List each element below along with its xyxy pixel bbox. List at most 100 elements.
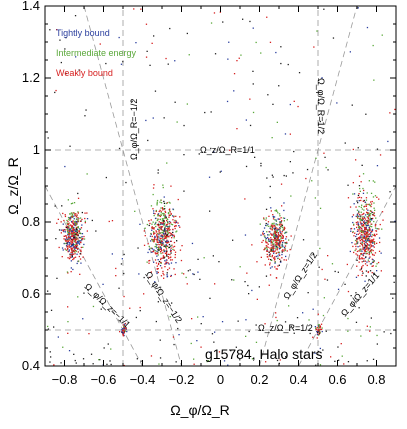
cluster-point bbox=[68, 237, 70, 239]
background-point bbox=[252, 27, 254, 29]
cluster-point bbox=[158, 249, 160, 251]
cluster-point bbox=[271, 226, 273, 228]
cluster-point bbox=[169, 225, 171, 227]
cluster-point bbox=[172, 228, 174, 231]
background-point bbox=[323, 297, 325, 299]
cluster-point bbox=[156, 239, 159, 241]
cluster-point bbox=[366, 252, 368, 255]
background-point bbox=[376, 343, 378, 345]
cluster-point bbox=[60, 221, 62, 223]
cluster-point bbox=[281, 226, 284, 229]
background-point bbox=[105, 176, 107, 179]
cluster-point bbox=[373, 207, 375, 209]
background-point bbox=[86, 173, 88, 175]
cluster-point bbox=[160, 222, 162, 224]
cluster-point bbox=[72, 234, 74, 236]
cluster-point bbox=[124, 322, 127, 325]
x-tick-label: 0.4 bbox=[289, 372, 307, 387]
cluster-point bbox=[68, 250, 70, 252]
cluster-point bbox=[363, 226, 366, 229]
background-point bbox=[314, 197, 316, 199]
cluster-point bbox=[365, 220, 367, 222]
cluster-point bbox=[281, 243, 283, 245]
cluster-point bbox=[69, 218, 72, 220]
cluster-point bbox=[77, 235, 79, 237]
cluster-point bbox=[71, 226, 73, 228]
cluster-point bbox=[153, 233, 155, 235]
cluster-point bbox=[156, 235, 159, 237]
background-point bbox=[360, 335, 362, 337]
cluster-point bbox=[376, 233, 378, 235]
cluster-point bbox=[364, 214, 367, 216]
cluster-point bbox=[369, 247, 371, 249]
cluster-point bbox=[71, 231, 73, 233]
cluster-point bbox=[73, 235, 75, 237]
cluster-point bbox=[157, 219, 159, 221]
background-point bbox=[317, 313, 319, 315]
background-point bbox=[74, 15, 77, 17]
background-point bbox=[275, 51, 277, 54]
cluster-point bbox=[279, 228, 281, 230]
background-point bbox=[135, 42, 137, 44]
cluster-point bbox=[156, 233, 158, 235]
background-point bbox=[275, 316, 277, 319]
cluster-point bbox=[166, 245, 168, 247]
cluster-point bbox=[125, 328, 127, 330]
cluster-point bbox=[367, 249, 369, 251]
cluster-point bbox=[164, 244, 166, 246]
cluster-point bbox=[164, 230, 167, 232]
cluster-point bbox=[79, 228, 82, 231]
cluster-point bbox=[161, 241, 164, 243]
cluster-point bbox=[65, 235, 67, 237]
cluster-point bbox=[148, 248, 150, 251]
cluster-point bbox=[163, 225, 165, 227]
cluster-point bbox=[67, 239, 69, 241]
cluster-point bbox=[356, 226, 358, 229]
cluster-point bbox=[158, 230, 160, 232]
cluster-point bbox=[361, 250, 363, 252]
cluster-point bbox=[157, 263, 160, 266]
cluster-point bbox=[286, 242, 288, 244]
cluster-point bbox=[262, 232, 264, 234]
cluster-point bbox=[356, 223, 358, 225]
cluster-point bbox=[152, 240, 155, 242]
cluster-point bbox=[73, 228, 75, 230]
cluster-point bbox=[363, 232, 365, 234]
cluster-point bbox=[69, 239, 71, 241]
y-tick-label: 1.4 bbox=[22, 0, 40, 13]
cluster-point bbox=[77, 251, 79, 253]
cluster-point bbox=[72, 237, 75, 239]
cluster-point bbox=[370, 263, 372, 265]
cluster-point bbox=[278, 218, 280, 220]
background-point bbox=[394, 220, 396, 222]
cluster-point bbox=[371, 231, 373, 233]
cluster-point bbox=[274, 262, 276, 264]
cluster-point bbox=[355, 221, 357, 224]
cluster-point bbox=[363, 240, 365, 243]
cluster-point bbox=[174, 225, 176, 227]
cluster-point bbox=[269, 254, 271, 256]
cluster-point bbox=[375, 265, 377, 267]
cluster-point bbox=[361, 236, 363, 238]
cluster-point bbox=[371, 245, 373, 247]
cluster-point bbox=[168, 225, 170, 228]
cluster-point bbox=[362, 272, 364, 274]
cluster-point bbox=[64, 214, 66, 216]
cluster-point bbox=[365, 197, 368, 199]
cluster-point bbox=[67, 236, 70, 238]
cluster-point bbox=[274, 231, 276, 233]
cluster-point bbox=[157, 223, 160, 225]
cluster-point bbox=[366, 220, 368, 222]
cluster-point bbox=[156, 271, 158, 273]
cluster-point bbox=[373, 241, 376, 243]
cluster-point bbox=[73, 229, 75, 231]
cluster-point bbox=[157, 271, 159, 274]
cluster-point bbox=[368, 221, 370, 223]
cluster-point bbox=[157, 249, 159, 251]
cluster-point bbox=[270, 259, 272, 261]
background-point bbox=[366, 26, 369, 29]
cluster-point bbox=[356, 250, 359, 253]
cluster-point bbox=[373, 212, 375, 214]
background-point bbox=[186, 103, 188, 105]
cluster-point bbox=[70, 247, 72, 249]
